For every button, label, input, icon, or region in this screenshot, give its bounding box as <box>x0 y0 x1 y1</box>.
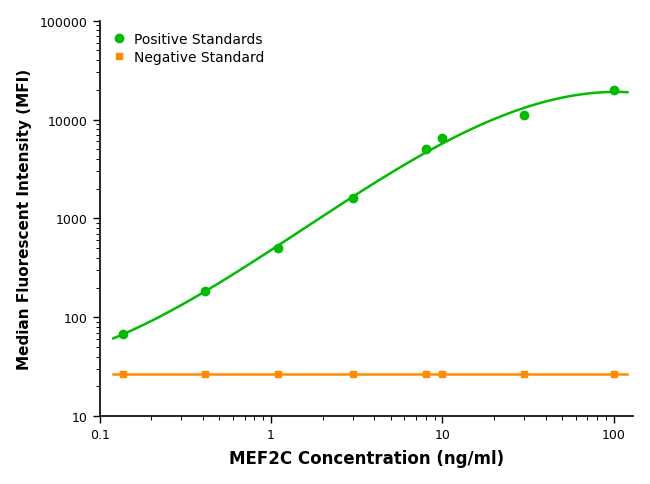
Negative Standard <box>422 371 430 377</box>
Legend: Positive Standards, Negative Standard: Positive Standards, Negative Standard <box>107 29 269 69</box>
Negative Standard <box>119 371 127 377</box>
Negative Standard <box>274 371 282 377</box>
Positive Standards <box>201 288 209 294</box>
X-axis label: MEF2C Concentration (ng/ml): MEF2C Concentration (ng/ml) <box>229 450 504 468</box>
Y-axis label: Median Fluorescent Intensity (MFI): Median Fluorescent Intensity (MFI) <box>17 69 32 369</box>
Negative Standard <box>201 371 209 377</box>
Negative Standard <box>520 371 528 377</box>
Positive Standards <box>349 196 357 202</box>
Line: Positive Standards: Positive Standards <box>119 87 618 338</box>
Positive Standards <box>422 147 430 153</box>
Positive Standards <box>520 113 528 119</box>
Positive Standards <box>439 136 447 142</box>
Positive Standards <box>610 88 617 93</box>
Negative Standard <box>439 371 447 377</box>
Negative Standard <box>610 371 617 377</box>
Negative Standard <box>349 371 357 377</box>
Positive Standards <box>274 246 282 252</box>
Line: Negative Standard: Negative Standard <box>120 370 618 377</box>
Positive Standards <box>119 331 127 337</box>
